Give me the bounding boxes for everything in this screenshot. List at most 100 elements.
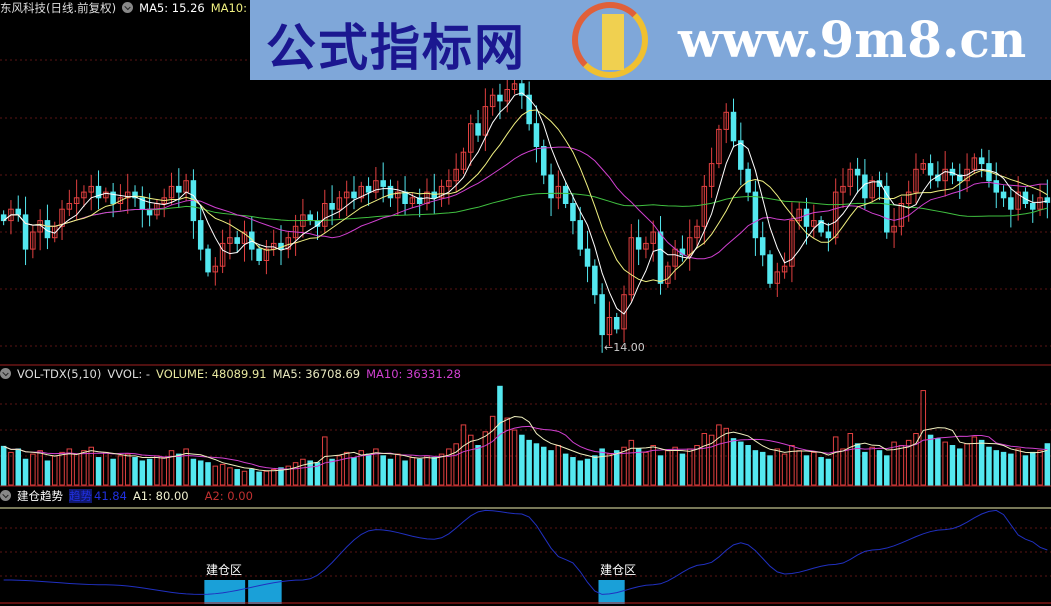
- volume-bar: [957, 448, 963, 486]
- volume-bar: [570, 457, 576, 486]
- volume-bar: [862, 451, 868, 486]
- vvol-readout: VVOL: -: [107, 367, 151, 381]
- volume-bar: [789, 445, 795, 486]
- volume-bar: [44, 460, 51, 486]
- candle-body: [387, 185, 394, 199]
- volume-bar: [183, 448, 189, 486]
- candle-body: [716, 128, 722, 165]
- volume-bar: [161, 457, 167, 486]
- volume-bar: [409, 457, 416, 486]
- candle-body: [81, 191, 87, 199]
- settings-dropdown-icon[interactable]: [122, 2, 134, 13]
- candle-body: [730, 111, 737, 142]
- candle-body: [197, 220, 204, 250]
- volume-bar: [613, 450, 620, 486]
- candle-body: [1044, 197, 1051, 203]
- candle-body: [592, 265, 598, 296]
- candle-body: [643, 242, 649, 250]
- vol-indicator-name: VOL-TDX(5,10): [17, 367, 102, 381]
- candle-body: [665, 265, 671, 284]
- volume-readout: VOLUME: 48089.91: [156, 367, 267, 381]
- candle-body: [110, 191, 116, 205]
- candle-body: [241, 231, 248, 244]
- volume-bar: [635, 448, 642, 486]
- volume-bar: [1008, 453, 1014, 486]
- candle-body: [176, 185, 182, 193]
- candle-body: [263, 248, 270, 262]
- candle-body: [322, 203, 328, 227]
- candle-body: [343, 191, 350, 199]
- candle-body: [373, 180, 379, 193]
- volume-bar: [453, 443, 459, 486]
- volume-bar: [898, 445, 905, 486]
- volume-bar: [51, 455, 58, 486]
- trend-readout: 41.84: [94, 489, 127, 503]
- volume-bar: [840, 448, 846, 486]
- volume-bar: [285, 465, 292, 486]
- volume-bar: [270, 469, 277, 486]
- volume-bar: [555, 445, 562, 486]
- candle-body: [416, 197, 423, 205]
- candle-body: [22, 214, 29, 250]
- candle-body: [205, 248, 211, 273]
- volume-bar: [475, 445, 481, 486]
- volume-bar: [322, 436, 328, 486]
- a2-readout: A2: 0.00: [204, 489, 253, 503]
- watermark-url-text: www.9m8.cn: [678, 10, 1027, 69]
- settings-dropdown-icon[interactable]: [0, 368, 11, 379]
- volume-bar: [190, 458, 197, 486]
- volume-bar: [146, 458, 153, 486]
- candle-body: [446, 180, 452, 187]
- volume-bar: [263, 470, 270, 486]
- candle-body: [329, 203, 335, 210]
- candle-body: [365, 185, 372, 193]
- volume-ma5-line: [3, 415, 1048, 472]
- candle-body: [103, 191, 109, 199]
- candle-body: [270, 242, 277, 250]
- candle-body: [1037, 197, 1043, 210]
- volume-bar: [336, 455, 343, 486]
- candle-body: [1029, 203, 1036, 210]
- candle-body: [920, 163, 927, 170]
- volume-bar: [927, 434, 934, 486]
- volume-bar: [686, 448, 693, 486]
- candle-body: [570, 203, 576, 222]
- candle-body: [942, 168, 948, 182]
- candle-body: [781, 265, 788, 273]
- candle-body: [957, 174, 963, 182]
- volume-bar: [993, 450, 1000, 486]
- volume-bar: [1000, 451, 1007, 486]
- volume-bar: [329, 458, 335, 486]
- candle-body: [59, 208, 65, 227]
- volume-bar: [446, 448, 452, 486]
- volume-bar: [467, 434, 474, 486]
- candle-body: [606, 317, 613, 336]
- candle-body: [927, 163, 934, 176]
- candle-body: [803, 208, 810, 227]
- candle-body: [657, 231, 664, 284]
- candle-body: [701, 185, 708, 227]
- volume-bar: [752, 450, 759, 486]
- volume-bar: [730, 438, 737, 486]
- volume-bar: [205, 462, 211, 486]
- volume-bar: [905, 439, 912, 486]
- candle-body: [285, 237, 292, 250]
- candle-body: [475, 123, 481, 136]
- volume-bar: [949, 445, 956, 486]
- volume-bar: [869, 446, 875, 486]
- volume-bar: [599, 448, 605, 486]
- volume-bar: [249, 469, 255, 486]
- settings-dropdown-icon[interactable]: [0, 490, 11, 501]
- candle-body: [168, 185, 175, 199]
- volume-bar: [278, 467, 284, 486]
- volume-bar: [8, 451, 14, 486]
- volume-bar: [416, 458, 423, 486]
- volume-bar: [380, 455, 386, 486]
- candle-body: [395, 191, 401, 199]
- candle-body: [818, 220, 824, 233]
- candle-body: [562, 185, 569, 204]
- candle-body: [898, 203, 905, 227]
- volume-bar: [621, 446, 627, 486]
- volume-bar: [942, 441, 948, 486]
